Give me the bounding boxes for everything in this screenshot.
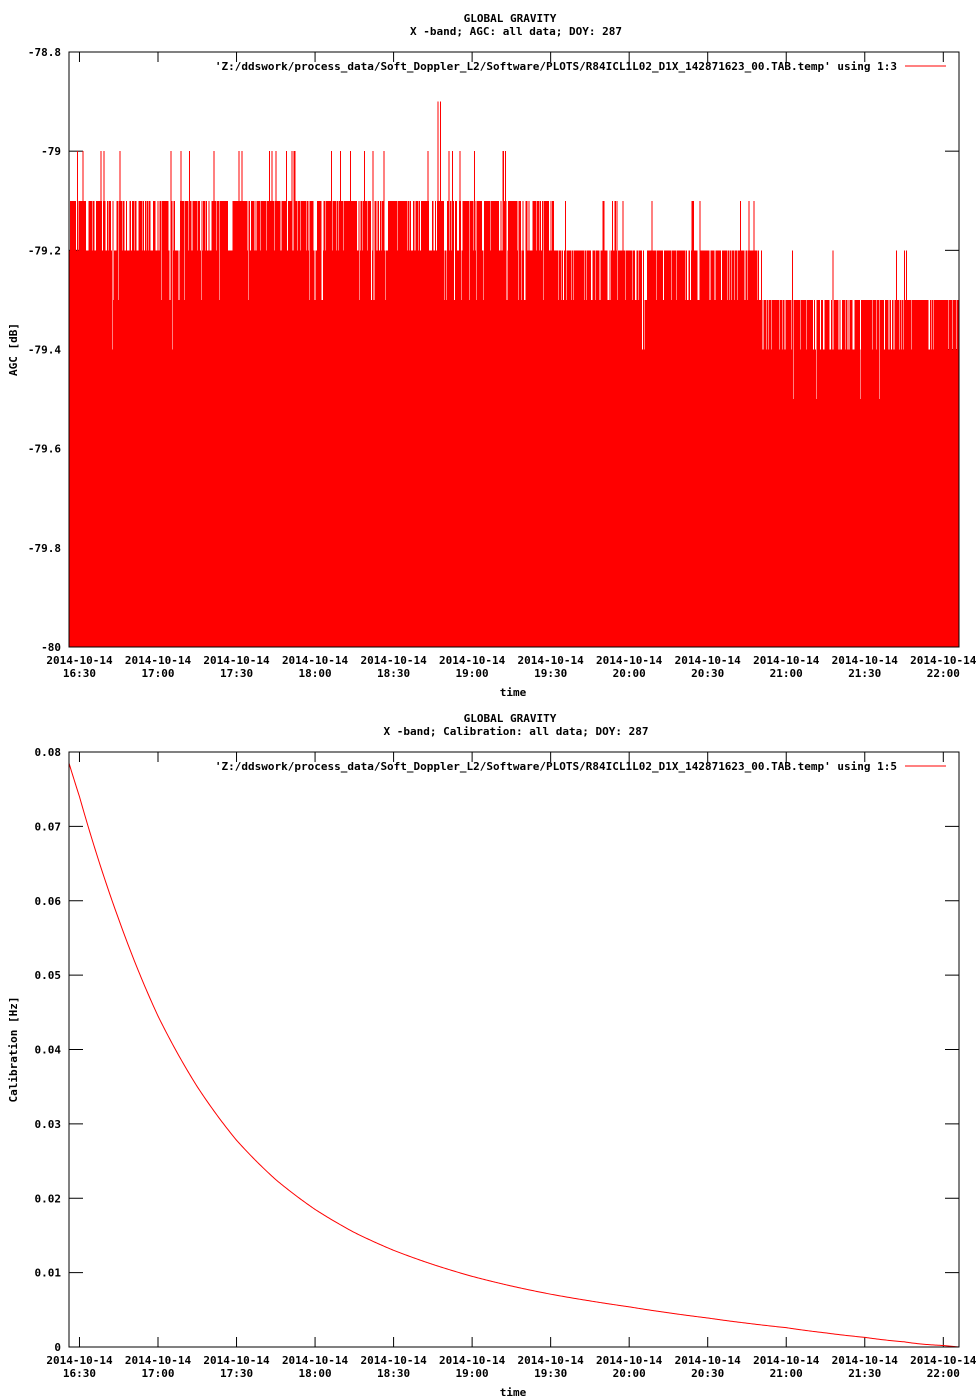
x-tick-label-date: 2014-10-14 (675, 1354, 742, 1367)
x-tick-label-date: 2014-10-14 (203, 1354, 270, 1367)
y-tick-label: 0.01 (35, 1267, 62, 1280)
x-tick-label-time: 18:30 (377, 667, 410, 680)
x-axis-label: time (500, 686, 527, 699)
y-tick-label: 0.06 (35, 895, 62, 908)
agc-impulses (68, 101, 960, 647)
x-tick-label-time: 21:30 (848, 667, 881, 680)
x-tick-label-time: 18:30 (377, 1367, 410, 1380)
x-tick-label-time: 17:30 (220, 667, 253, 680)
x-tick-label-time: 16:30 (63, 1367, 96, 1380)
x-tick-label-date: 2014-10-14 (596, 1354, 663, 1367)
x-tick-label-date: 2014-10-14 (125, 654, 192, 667)
chart-title: GLOBAL GRAVITY (464, 712, 557, 725)
legend-label: 'Z:/ddswork/process_data/Soft_Doppler_L2… (215, 60, 897, 73)
calibration-line (68, 763, 960, 1348)
x-tick-label-time: 19:00 (456, 667, 489, 680)
x-tick-label-date: 2014-10-14 (910, 1354, 977, 1367)
y-tick-label: 0.05 (35, 969, 62, 982)
x-tick-label-date: 2014-10-14 (439, 654, 506, 667)
y-tick-label: -79.8 (28, 542, 61, 555)
x-tick-label-date: 2014-10-14 (832, 1354, 899, 1367)
x-tick-label-time: 17:30 (220, 1367, 253, 1380)
chart-subtitle: X -band; Calibration: all data; DOY: 287 (384, 725, 649, 738)
x-tick-label-time: 21:30 (848, 1367, 881, 1380)
plot-frame (68, 751, 960, 1348)
x-tick-label-date: 2014-10-14 (753, 1354, 820, 1367)
x-tick-label-time: 17:00 (141, 1367, 174, 1380)
x-tick-label-date: 2014-10-14 (125, 1354, 192, 1367)
x-tick-label-time: 21:00 (770, 1367, 803, 1380)
x-tick-label-date: 2014-10-14 (439, 1354, 506, 1367)
y-axis-label: AGC [dB] (7, 323, 20, 376)
y-tick-label: -79.4 (28, 344, 61, 357)
x-axis-label: time (500, 1386, 527, 1399)
x-tick-label-date: 2014-10-14 (675, 654, 742, 667)
y-tick-label: -79.2 (28, 244, 61, 257)
y-tick-label: 0.03 (35, 1118, 62, 1131)
x-tick-label-date: 2014-10-14 (282, 654, 349, 667)
legend-label: 'Z:/ddswork/process_data/Soft_Doppler_L2… (215, 760, 897, 773)
y-tick-label: 0.08 (35, 746, 62, 759)
x-tick-label-time: 19:30 (534, 667, 567, 680)
x-tick-label-time: 22:00 (927, 667, 960, 680)
x-tick-label-date: 2014-10-14 (518, 1354, 585, 1367)
x-tick-label-date: 2014-10-14 (518, 654, 585, 667)
y-tick-label: -79 (41, 145, 61, 158)
x-tick-label-date: 2014-10-14 (360, 1354, 427, 1367)
y-tick-label: 0.04 (35, 1044, 62, 1057)
x-tick-label-time: 20:30 (691, 667, 724, 680)
x-tick-label-time: 20:00 (613, 1367, 646, 1380)
y-tick-label: 0.02 (35, 1192, 62, 1205)
x-tick-label-date: 2014-10-14 (596, 654, 663, 667)
x-tick-label-date: 2014-10-14 (203, 654, 270, 667)
x-tick-label-date: 2014-10-14 (753, 654, 820, 667)
x-tick-label-time: 16:30 (63, 667, 96, 680)
x-tick-label-date: 2014-10-14 (360, 654, 427, 667)
x-tick-label-time: 18:00 (298, 1367, 331, 1380)
x-tick-label-date: 2014-10-14 (832, 654, 899, 667)
y-tick-label: -79.6 (28, 443, 61, 456)
chart-subtitle: X -band; AGC: all data; DOY: 287 (410, 25, 622, 38)
y-axis-label: Calibration [Hz] (7, 997, 20, 1103)
x-tick-label-date: 2014-10-14 (910, 654, 977, 667)
y-tick-label: -80 (41, 641, 61, 654)
y-tick-label: 0 (54, 1341, 61, 1354)
x-tick-label-time: 17:00 (141, 667, 174, 680)
x-tick-label-date: 2014-10-14 (46, 1354, 113, 1367)
x-tick-label-time: 19:00 (456, 1367, 489, 1380)
x-tick-label-time: 18:00 (298, 667, 331, 680)
x-tick-label-time: 20:00 (613, 667, 646, 680)
y-tick-label: -78.8 (28, 46, 61, 59)
chart-title: GLOBAL GRAVITY (464, 12, 557, 25)
y-tick-label: 0.07 (35, 820, 62, 833)
series-agc-impulses (68, 101, 960, 647)
x-tick-label-time: 21:00 (770, 667, 803, 680)
x-tick-label-time: 22:00 (927, 1367, 960, 1380)
x-tick-label-date: 2014-10-14 (46, 654, 113, 667)
x-tick-label-time: 20:30 (691, 1367, 724, 1380)
x-tick-label-time: 19:30 (534, 1367, 567, 1380)
plot-frame (68, 51, 960, 648)
x-tick-label-date: 2014-10-14 (282, 1354, 349, 1367)
